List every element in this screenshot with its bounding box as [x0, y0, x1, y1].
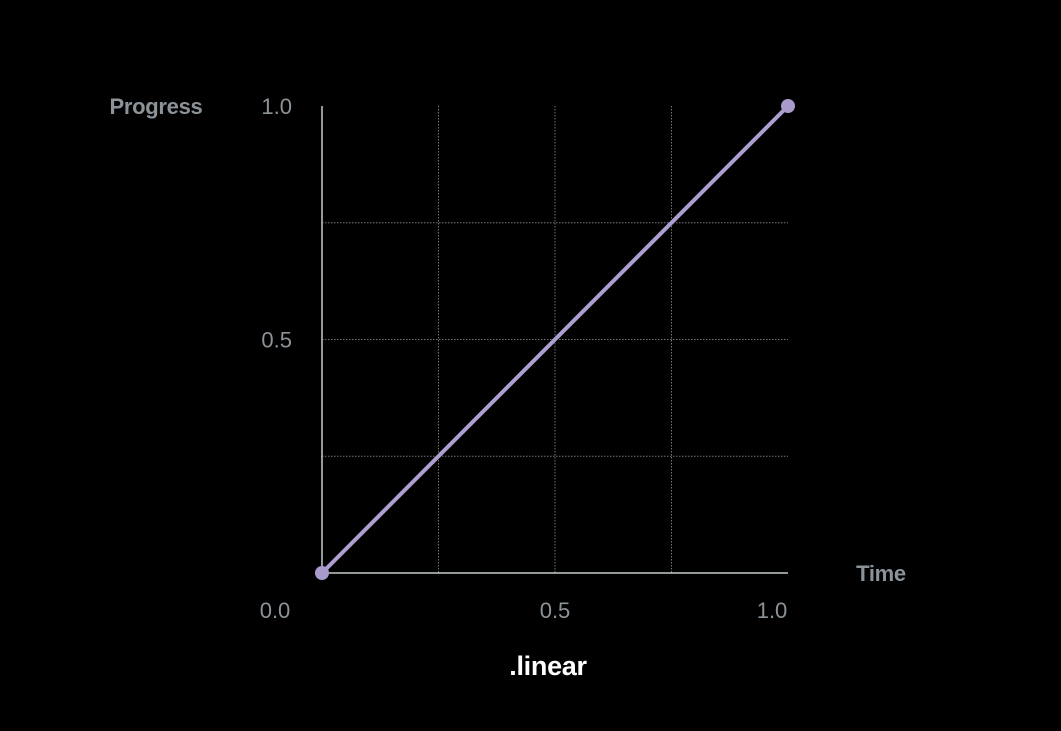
start-point-marker — [315, 566, 329, 580]
y-tick-label: 1.0 — [261, 94, 292, 119]
x-tick-label: 0.0 — [260, 598, 291, 623]
end-point-marker — [781, 99, 795, 113]
chart-title: .linear — [509, 651, 587, 681]
grid-lines — [322, 106, 788, 573]
y-tick-label: 0.5 — [261, 328, 292, 353]
axes — [321, 106, 788, 574]
x-tick-label: 0.5 — [540, 598, 571, 623]
series-line — [320, 104, 790, 575]
y-axis-label: Progress — [110, 94, 203, 119]
tick-labels: 0.0 0.5 1.0 0.5 1.0 — [260, 94, 788, 623]
x-tick-label: 1.0 — [757, 598, 788, 623]
x-axis-label: Time — [856, 561, 906, 586]
series-layer — [315, 99, 795, 580]
